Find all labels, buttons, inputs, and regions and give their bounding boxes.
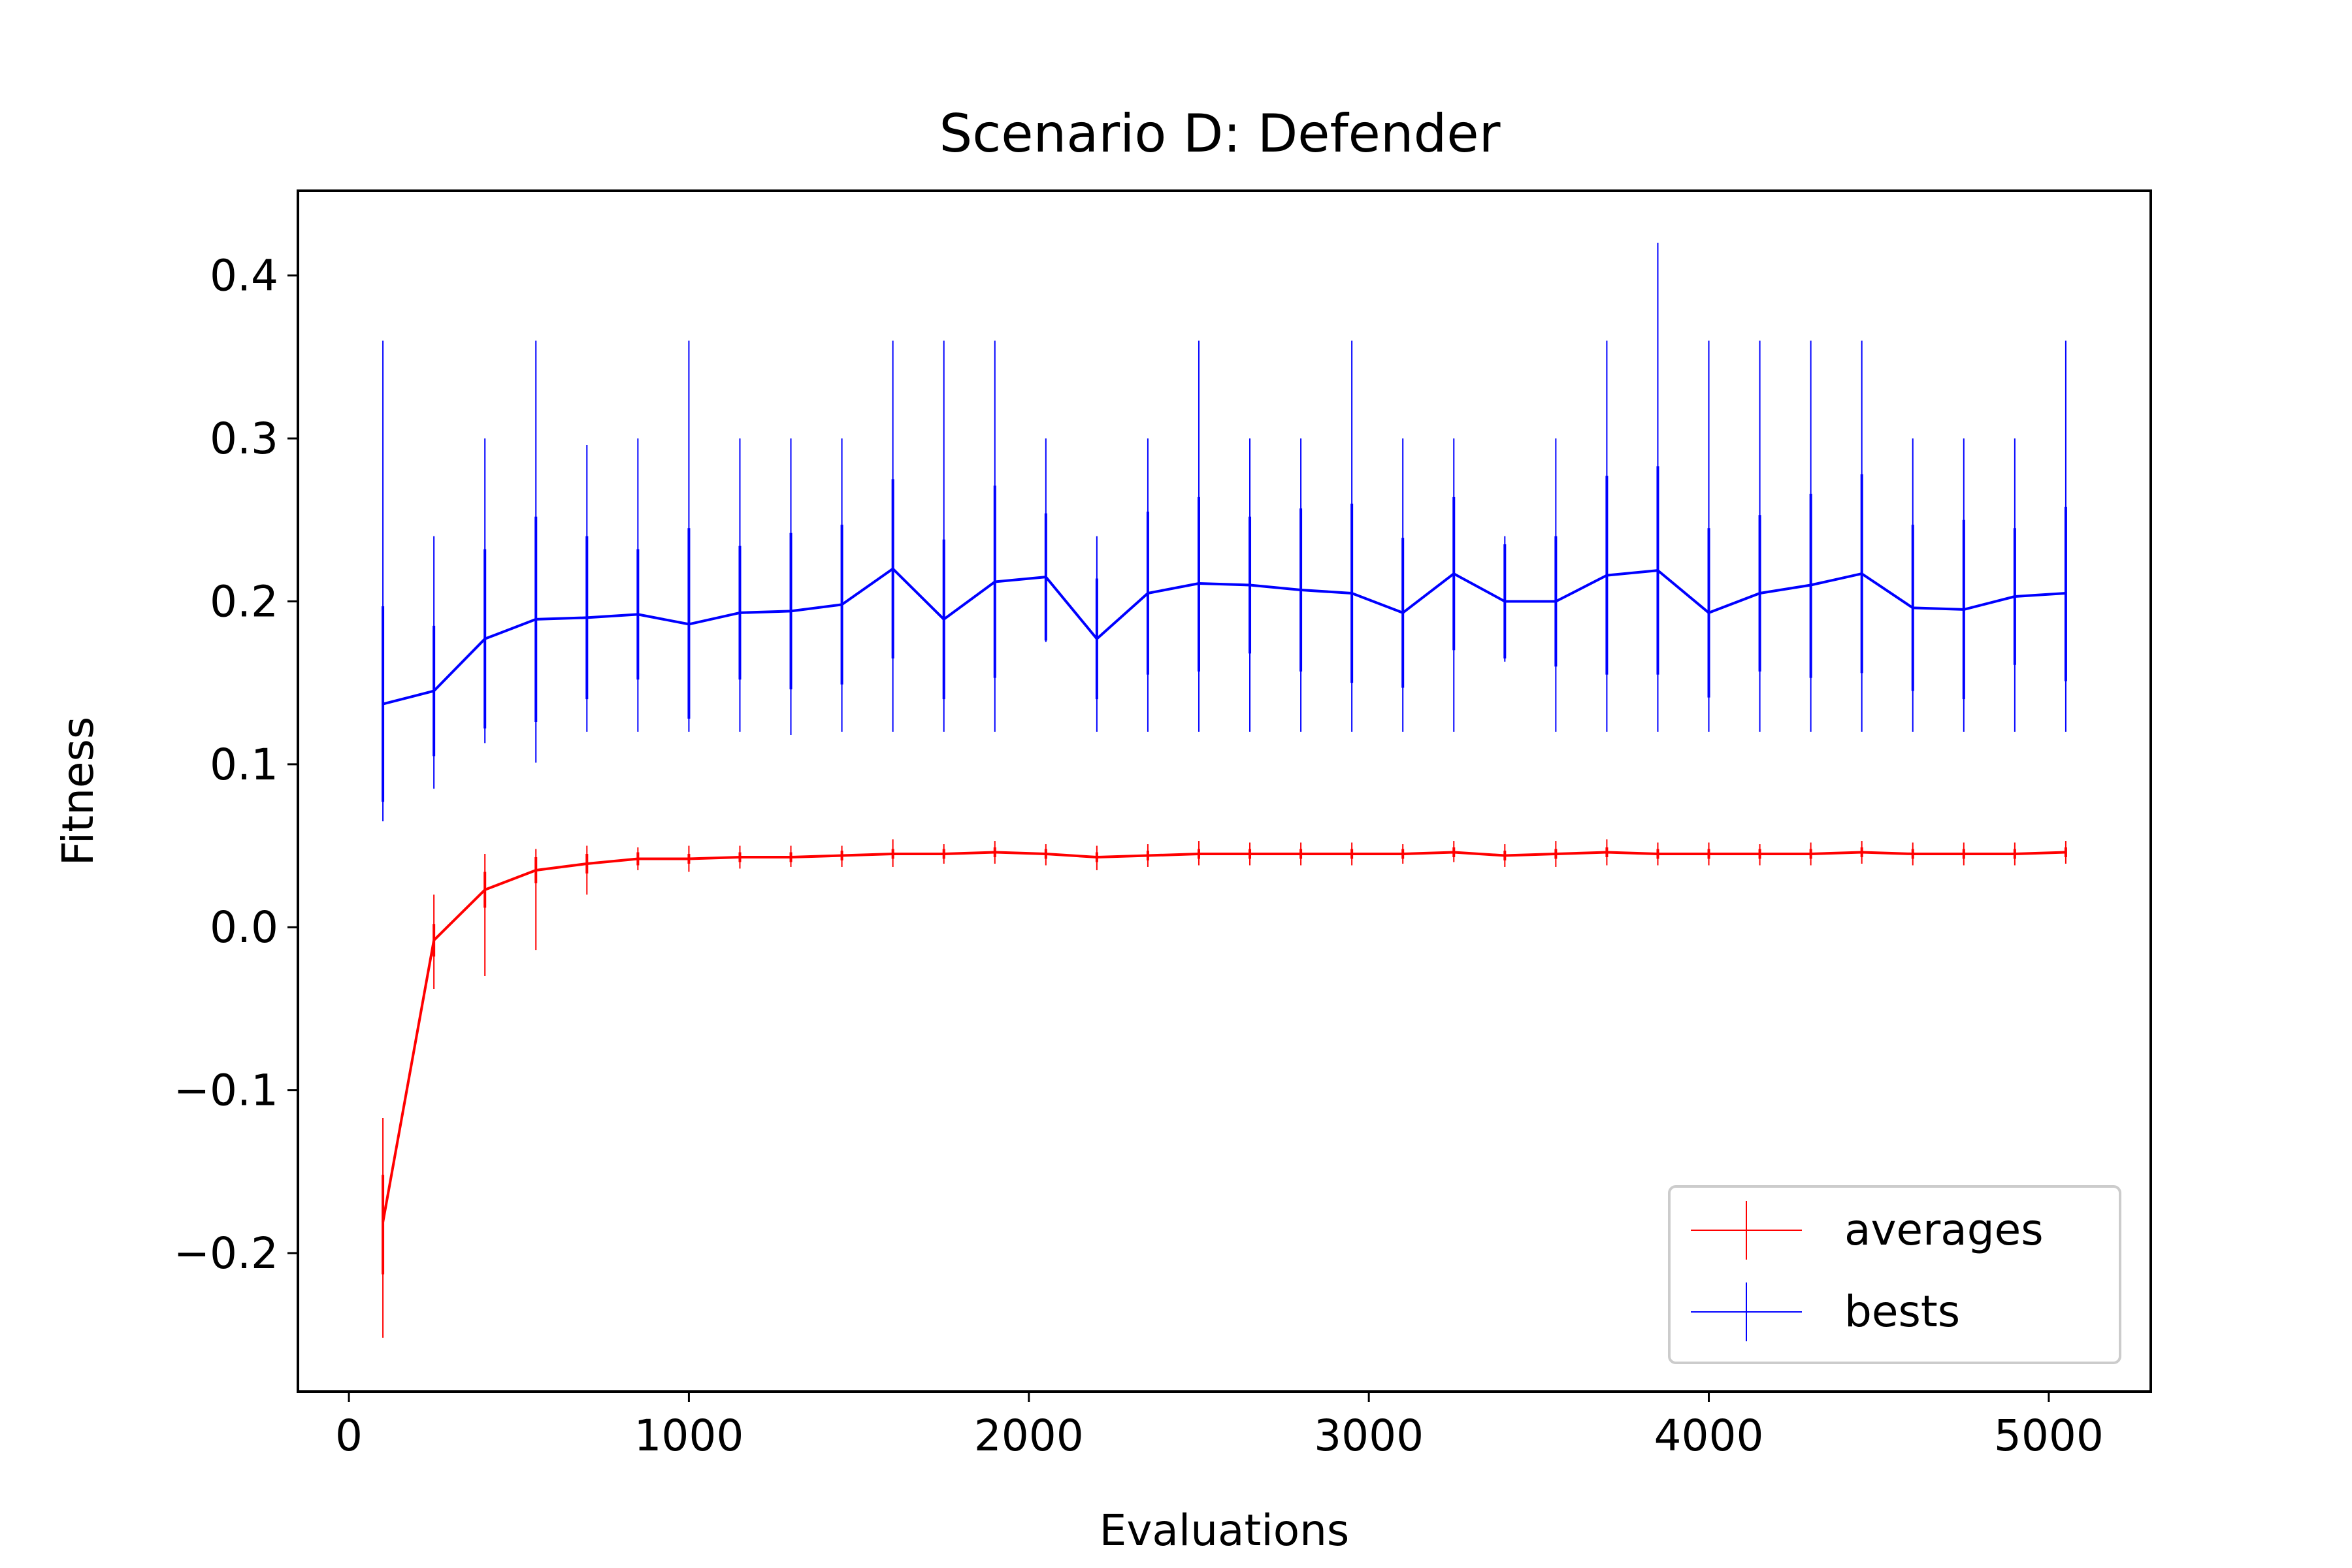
plot-frame [297, 189, 2152, 1393]
y-tick-label: 0.4 [210, 251, 278, 301]
series-averages [382, 839, 2067, 1338]
legend-bests-label: bests [1844, 1286, 1960, 1337]
x-axis-label: Evaluations [1100, 1505, 1350, 1556]
averages-line [382, 851, 2066, 1222]
series-bests [382, 242, 2067, 822]
y-tick-label: −0.2 [174, 1228, 278, 1279]
x-tick-label: 5000 [1994, 1411, 2104, 1461]
y-axis: −0.2 −0.1 0.0 0.1 0.2 0.3 0.4 [174, 251, 298, 1279]
x-tick-label: 2000 [974, 1411, 1084, 1461]
y-tick-label: 0.0 [210, 902, 278, 953]
x-tick-label: 4000 [1654, 1411, 1764, 1461]
y-tick-label: −0.1 [174, 1066, 278, 1116]
series-layer [382, 242, 2067, 1338]
bests-line [382, 567, 2066, 706]
legend: averages bests [1668, 1185, 2121, 1364]
x-tick-label: 0 [335, 1411, 363, 1461]
y-tick-label: 0.1 [210, 740, 278, 790]
legend-averages-label: averages [1844, 1205, 2044, 1255]
x-tick-label: 3000 [1314, 1411, 1424, 1461]
y-axis-label: Fitness [53, 717, 103, 866]
x-tick-label: 1000 [634, 1411, 743, 1461]
y-tick-label: 0.2 [210, 576, 278, 627]
chart-title: Scenario D: Defender [939, 103, 1501, 164]
x-axis: 0 1000 2000 3000 4000 5000 [335, 1392, 2104, 1461]
y-tick-label: 0.3 [210, 414, 278, 464]
